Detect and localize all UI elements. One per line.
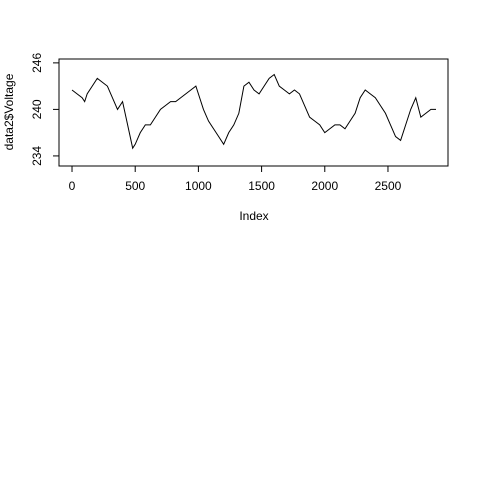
plot-box [58, 58, 449, 167]
y-tick-label: 246 [30, 53, 44, 73]
x-tick-label: 0 [69, 179, 76, 193]
y-tick-label: 234 [30, 146, 44, 166]
y-axis-label: data2$Voltage [2, 73, 16, 150]
x-tick-label: 2500 [375, 179, 402, 193]
x-tick-label: 500 [125, 179, 145, 193]
data-line [71, 73, 436, 150]
x-tick-label: 2000 [311, 179, 338, 193]
x-tick-label: 1000 [185, 179, 212, 193]
x-axis-label: Index [239, 209, 268, 223]
y-tick-label: 240 [30, 99, 44, 119]
x-tick-label: 1500 [248, 179, 275, 193]
